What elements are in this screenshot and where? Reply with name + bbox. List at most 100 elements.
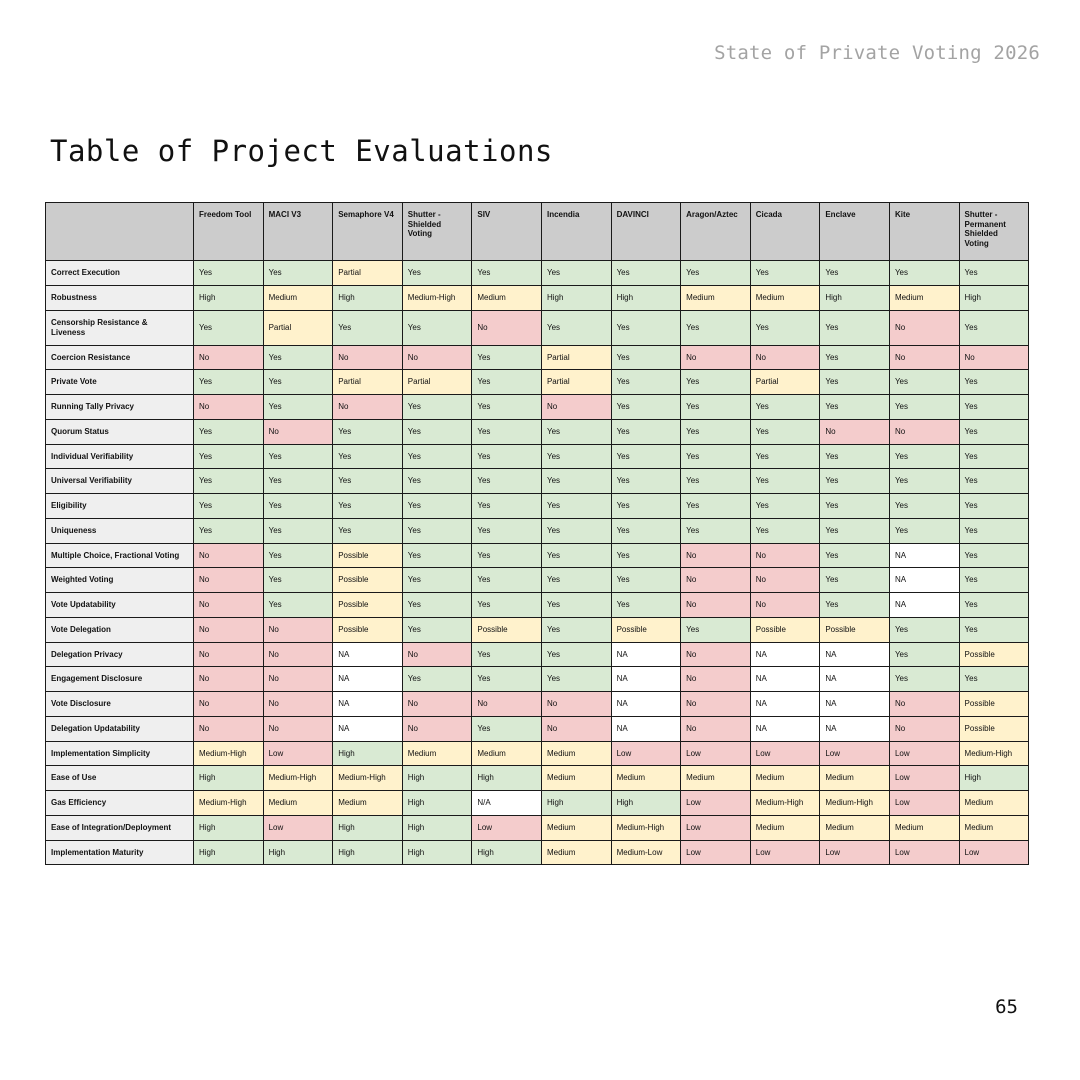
table-cell: High [471, 839, 542, 865]
table-cell: No [193, 666, 264, 692]
table-cell: Yes [540, 666, 612, 692]
table-row: Private Vote Yes Yes Partial Partial Yes Parti… [45, 369, 1030, 395]
table-cell: No [888, 309, 960, 346]
table-row: Multiple Choice, Fractional Voting No Yes P… [45, 542, 1030, 568]
table-cell: Medium [749, 285, 821, 311]
table-cell: No [540, 691, 612, 717]
table-cell: Yes [819, 394, 890, 420]
table-cell: Yes [749, 468, 821, 494]
table-cell: No [680, 344, 751, 370]
row-label: Weighted Voting [45, 567, 194, 593]
row-label: Running Tally Privacy [45, 394, 194, 420]
table-cell: Yes [610, 344, 682, 370]
table-cell: High [332, 814, 403, 841]
row-label: Correct Execution [45, 260, 194, 286]
table-cell: Possible [332, 592, 403, 618]
table-cell: High [540, 790, 612, 816]
table-row: Vote Updatability No Yes Possible Yes Yes Yes Y… [45, 592, 1030, 618]
table-cell: No [193, 715, 264, 742]
table-cell: No [262, 616, 334, 643]
table-cell: Yes [262, 468, 334, 494]
table-cell: Yes [958, 616, 1030, 643]
table-cell: Yes [749, 517, 821, 544]
table-cell: Yes [610, 309, 682, 346]
table-cell: NA [888, 592, 960, 618]
table-cell: Low [749, 740, 821, 766]
table-cell: Yes [471, 369, 542, 395]
table-cell: Yes [819, 542, 890, 568]
table-row: Quorum Status Yes No Yes Yes Yes Yes Yes Yes Yes N… [45, 418, 1030, 445]
page-title: Table of Project Evaluations [50, 134, 553, 168]
table-cell: Medium [262, 285, 334, 311]
table-cell: High [958, 765, 1030, 791]
table-cell: Medium [749, 814, 821, 841]
table-row: Ease of Use High Medium-High Medium-High Hig… [45, 765, 1030, 791]
row-label: Implementation Maturity [45, 839, 194, 865]
table-cell: Low [262, 814, 334, 841]
row-label: Multiple Choice, Fractional Voting [45, 542, 194, 568]
table-cell: Yes [401, 260, 473, 286]
table-cell: Medium-High [193, 790, 264, 816]
table-row: Engagement Disclosure No No NA Yes Yes Yes NA No… [45, 666, 1030, 692]
table-cell: Low [749, 839, 821, 865]
row-label: Vote Updatability [45, 592, 194, 618]
table-cell: Low [680, 740, 751, 766]
table-cell: Yes [819, 592, 890, 618]
table-cell: No [401, 715, 473, 742]
table-cell: NA [749, 691, 821, 717]
table-cell: High [193, 285, 264, 311]
table-row: Implementation Simplicity Medium-High Low H… [45, 740, 1030, 766]
table-cell: No [332, 344, 403, 370]
table-cell: Yes [610, 443, 682, 469]
table-cell: Medium [819, 814, 890, 841]
table-cell: Yes [958, 394, 1030, 420]
table-cell: NA [819, 666, 890, 692]
row-label: Ease of Integration/Deployment [45, 814, 194, 841]
table-cell: Yes [540, 567, 612, 593]
table-cell: Yes [401, 394, 473, 420]
table-cell: Yes [262, 443, 334, 469]
table-cell: Yes [540, 517, 612, 544]
table-cell: Partial [332, 369, 403, 395]
table-cell: Yes [401, 493, 473, 519]
column-header: Aragon/Aztec [680, 202, 751, 261]
table-cell: Possible [958, 641, 1030, 667]
table-cell: Yes [680, 309, 751, 346]
table-cell: No [540, 394, 612, 420]
table-cell: No [680, 542, 751, 568]
table-cell: Low [262, 740, 334, 766]
table-cell: No [680, 666, 751, 692]
table-cell: Possible [610, 616, 682, 643]
table-cell: Yes [471, 517, 542, 544]
table-cell: Yes [819, 344, 890, 370]
table-cell: Yes [958, 309, 1030, 346]
table-cell: Yes [819, 468, 890, 494]
column-header: SIV [471, 202, 542, 261]
table-cell: Yes [819, 309, 890, 346]
table-cell: Medium [819, 765, 890, 791]
table-cell: Medium-High [193, 740, 264, 766]
row-label: Uniqueness [45, 517, 194, 544]
table-cell: NA [888, 567, 960, 593]
table-cell: Yes [958, 493, 1030, 519]
table-cell: High [332, 285, 403, 311]
table-cell: Yes [680, 260, 751, 286]
table-body: Correct Execution Yes Yes Partial Yes Yes Yes Y… [45, 260, 1030, 865]
table-cell: Medium-High [262, 765, 334, 791]
table-cell: Yes [610, 567, 682, 593]
table-cell: No [262, 715, 334, 742]
table-row: Delegation Privacy No No NA No Yes Yes NA No NA NA… [45, 641, 1030, 667]
table-cell: Yes [680, 394, 751, 420]
column-header: DAVINCI [610, 202, 682, 261]
table-cell: Yes [332, 517, 403, 544]
table-cell: Yes [471, 493, 542, 519]
table-cell: Yes [888, 641, 960, 667]
table-cell: Possible [332, 616, 403, 643]
table-cell: High [401, 814, 473, 841]
table-cell: High [193, 839, 264, 865]
table-cell: Yes [958, 260, 1030, 286]
evaluation-table: Freedom Tool MACI V3 Semaphore V4 Shutter -… [45, 202, 1030, 865]
table-cell: Yes [540, 418, 612, 445]
table-cell: Medium [401, 740, 473, 766]
table-cell: No [193, 542, 264, 568]
